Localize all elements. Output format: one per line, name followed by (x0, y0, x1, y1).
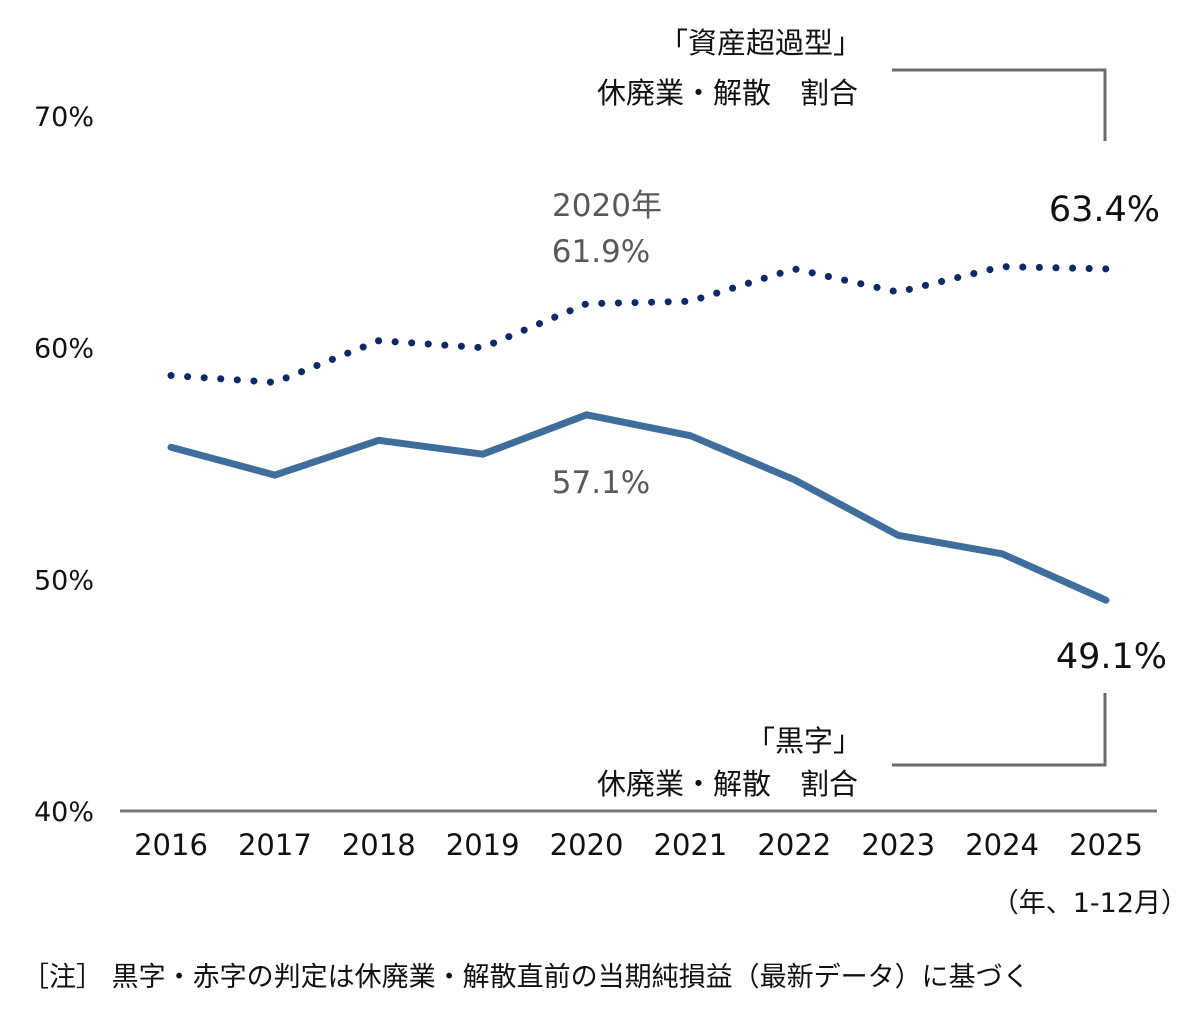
series-line-asset-surplus (167, 263, 1110, 386)
profit-point-2020 (584, 412, 590, 418)
profit-point-2023 (895, 532, 901, 538)
series-label-asset-surplus-line1: 「資産超過型」 (659, 26, 862, 60)
series-label-bracket-top (892, 68, 1107, 141)
x-tick-label: 2021 (654, 828, 728, 862)
y-tick-label: 60% (34, 334, 94, 365)
profit-point-2016 (168, 444, 174, 450)
asset-surplus-point-2021 (687, 298, 693, 304)
series-layer (167, 263, 1110, 604)
profit-point-2019 (480, 451, 486, 457)
y-tick-label: 50% (34, 565, 94, 596)
asset-surplus-point-2019 (480, 345, 486, 351)
profit-point-2024 (999, 551, 1005, 557)
x-tick-label: 2018 (342, 828, 416, 862)
x-tick-label: 2016 (134, 828, 208, 862)
x-tick-label: 2025 (1069, 828, 1143, 862)
x-tick-label: 2023 (861, 828, 935, 862)
x-tick-label: 2020 (550, 828, 624, 862)
end-value-label-asset-surplus: 63.4% (1049, 190, 1160, 230)
asset-surplus-point-2018 (376, 338, 382, 344)
x-axis-unit-label: （年、1-12月） (992, 888, 1188, 919)
series-label-bracket-bottom (892, 693, 1107, 767)
annotation-2020-asset-surplus-value: 61.9% (552, 234, 650, 270)
profit-point-2022 (791, 477, 797, 483)
series-line-profit (167, 411, 1110, 604)
profit-point-2018 (376, 437, 382, 443)
profit-point-2021 (687, 433, 693, 439)
annotation-2020-year: 2020年 (552, 188, 662, 224)
footnote: ［注］ 黒字・赤字の判定は休廃業・解散直前の当期純損益（最新データ）に基づく (22, 962, 1030, 993)
profit-point-2025 (1103, 597, 1109, 603)
y-tick-label: 40% (34, 797, 94, 828)
annotation-2020-profit-value: 57.1% (552, 465, 650, 501)
asset-surplus-point-2016 (168, 372, 174, 378)
x-tick-label: 2017 (238, 828, 312, 862)
asset-surplus-point-2022 (791, 266, 797, 272)
series-label-profit-line2: 休廃業・解散 割合 (597, 767, 858, 801)
y-tick-label: 70% (34, 102, 94, 133)
profit-point-2017 (272, 472, 278, 478)
x-tick-label: 2022 (757, 828, 831, 862)
asset-surplus-point-2024 (999, 264, 1005, 270)
end-value-label-profit: 49.1% (1056, 637, 1167, 677)
asset-surplus-point-2017 (272, 379, 278, 385)
y-axis-ticks: 40% 50% 60% 70% (34, 102, 94, 828)
asset-surplus-point-2025 (1103, 266, 1109, 272)
asset-surplus-point-2023 (895, 289, 901, 295)
x-tick-label: 2019 (446, 828, 520, 862)
series-label-profit-line1: 「黒字」 (746, 724, 862, 758)
x-axis-ticks: 2016 2017 2018 2019 2020 2021 2022 2023 2024 2025 (134, 828, 1143, 862)
series-label-asset-surplus-line2: 休廃業・解散 割合 (597, 76, 858, 110)
x-tick-label: 2024 (965, 828, 1039, 862)
asset-surplus-point-2020 (584, 301, 590, 307)
